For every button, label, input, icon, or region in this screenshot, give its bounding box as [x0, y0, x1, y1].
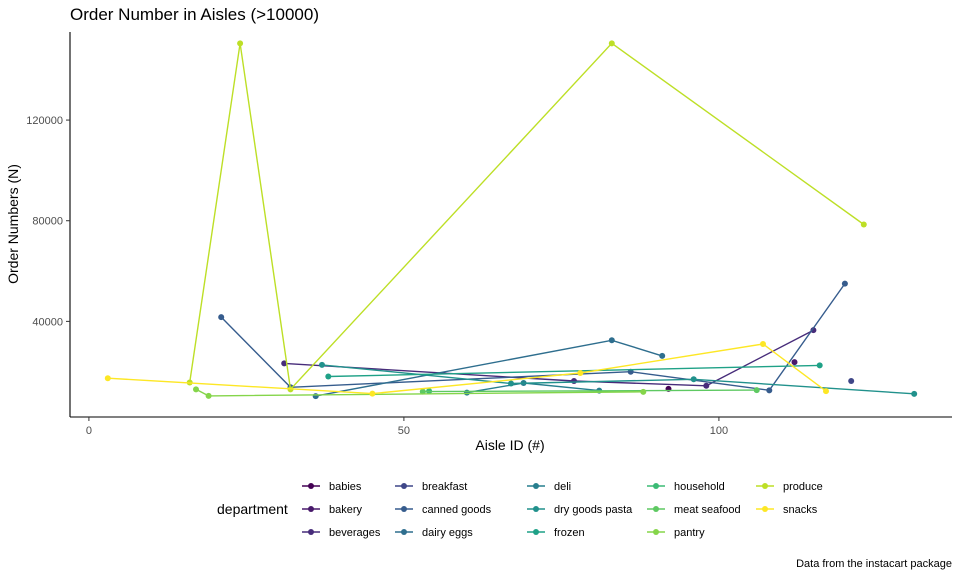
legend-key-point: [533, 506, 539, 512]
series-line-produce: [189, 42, 865, 391]
legend-item-meat-seafood: meat seafood: [647, 504, 741, 516]
legend-key-point: [308, 506, 314, 512]
data-point-frozen: [325, 373, 332, 380]
data-point-snacks: [369, 390, 376, 397]
legend-label-deli: deli: [554, 481, 571, 493]
data-point-dry-goods-pasta: [319, 361, 325, 368]
data-point-dairy-eggs: [659, 352, 666, 359]
legend-label-frozen: frozen: [554, 527, 585, 539]
data-point-beverages: [703, 382, 710, 389]
data-point-dry-goods-pasta: [690, 376, 697, 383]
legend-item-canned-goods: canned goods: [395, 504, 492, 516]
x-axis-title: Aisle ID (#): [475, 437, 544, 453]
legend-key-point: [653, 529, 659, 535]
data-point-frozen: [816, 362, 823, 369]
data-point-produce: [860, 221, 867, 228]
legend-item-bakery: bakery: [302, 504, 363, 516]
data-point-produce: [237, 40, 244, 47]
data-point-bakery: [791, 359, 798, 366]
legend-title: department: [217, 501, 288, 517]
legend-key-point: [653, 483, 659, 489]
chart-caption: Data from the instacart package: [796, 558, 952, 570]
data-point-canned-goods: [218, 314, 225, 321]
legend-key-point: [401, 506, 407, 512]
legend-key-point: [533, 529, 539, 535]
data-point-snacks: [104, 375, 111, 382]
legend-item-beverages: beverages: [302, 527, 381, 539]
legend-key-point: [533, 483, 539, 489]
legend-item-deli: deli: [527, 481, 571, 493]
data-point-pantry: [193, 386, 199, 393]
data-point-meat-seafood: [753, 387, 760, 394]
legend-item-babies: babies: [302, 481, 362, 493]
legend-item-frozen: frozen: [527, 527, 585, 539]
legend-item-dairy-eggs: dairy eggs: [395, 527, 473, 539]
legend-label-dairy-eggs: dairy eggs: [422, 527, 473, 539]
data-point-dry-goods-pasta: [911, 390, 918, 397]
legend-key-point: [308, 529, 314, 535]
legend-item-breakfast: breakfast: [395, 481, 467, 493]
legend-key-point: [401, 529, 407, 535]
y-tick-label: 120000: [26, 115, 63, 127]
y-axis-title: Order Numbers (N): [5, 164, 21, 284]
data-point-pantry: [205, 392, 212, 399]
data-point-snacks: [577, 369, 584, 376]
legend-label-canned-goods: canned goods: [422, 504, 492, 516]
legend-item-snacks: snacks: [756, 504, 818, 516]
data-point-snacks: [760, 341, 766, 348]
data-point-produce: [608, 40, 615, 47]
legend-label-babies: babies: [329, 481, 362, 493]
legend-label-meat-seafood: meat seafood: [674, 504, 741, 516]
y-tick-label: 80000: [32, 216, 63, 228]
chart-title: Order Number in Aisles (>10000): [70, 5, 319, 24]
series-line-meat-seafood: [422, 389, 757, 393]
x-tick-label: 100: [710, 425, 728, 437]
plot-area: [104, 40, 918, 400]
legend-label-produce: produce: [783, 481, 823, 493]
y-tick-label: 40000: [32, 316, 63, 328]
legend-label-pantry: pantry: [674, 527, 705, 539]
legend-label-bakery: bakery: [329, 504, 363, 516]
legend-key-point: [401, 483, 407, 489]
series-line-frozen: [328, 364, 820, 378]
data-point-snacks: [823, 388, 829, 395]
legend-item-household: household: [647, 481, 725, 493]
data-point-beverages: [281, 360, 288, 367]
legend-item-pantry: pantry: [647, 527, 705, 539]
data-point-beverages: [571, 378, 577, 385]
legend-label-snacks: snacks: [783, 504, 818, 516]
legend-label-household: household: [674, 481, 725, 493]
axes: 0 50 100 40000 80000 120000: [26, 32, 952, 437]
legend-item-produce: produce: [756, 481, 823, 493]
series-line-snacks: [107, 343, 827, 395]
data-point-dry-goods-pasta: [508, 380, 514, 387]
legend: department babies bakery beverages breakfast…: [217, 481, 823, 539]
x-tick-label: 50: [398, 425, 410, 437]
data-point-breakfast: [848, 378, 855, 385]
legend-key-point: [308, 483, 314, 489]
series-line-beverages: [284, 329, 814, 387]
legend-label-dry-goods-pasta: dry goods pasta: [554, 504, 633, 516]
legend-label-breakfast: breakfast: [422, 481, 467, 493]
legend-item-dry-goods-pasta: dry goods pasta: [527, 504, 633, 516]
data-point-meat-seafood: [419, 388, 426, 395]
data-point-canned-goods: [841, 280, 848, 287]
legend-key-point: [653, 506, 659, 512]
legend-key-point: [762, 506, 768, 512]
data-point-deli: [463, 389, 470, 396]
legend-label-beverages: beverages: [329, 527, 381, 539]
data-point-dairy-eggs: [608, 337, 615, 344]
data-point-canned-goods: [766, 387, 773, 394]
legend-key-point: [762, 483, 768, 489]
data-point-beverages: [810, 327, 817, 334]
series-line-canned-goods: [220, 283, 846, 392]
data-point-pantry: [640, 388, 647, 395]
x-tick-label: 0: [86, 425, 92, 437]
data-point-dairy-eggs: [312, 393, 319, 400]
